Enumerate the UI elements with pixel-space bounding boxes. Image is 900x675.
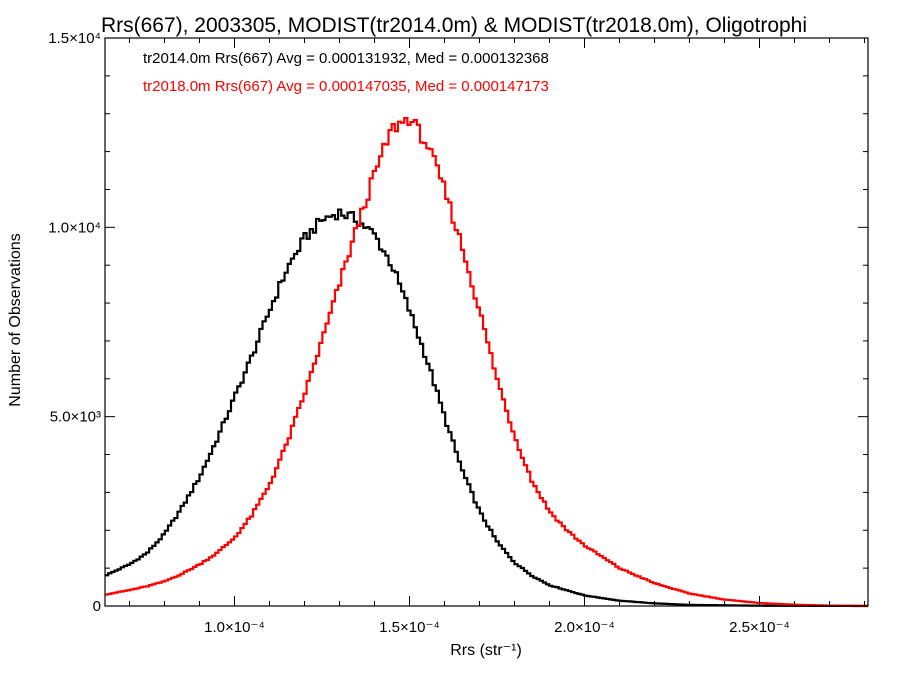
legend-entry-tr2018: tr2018.0m Rrs(667) Avg = 0.000147035, Me… bbox=[143, 78, 549, 95]
histogram-line-tr2018-0m bbox=[105, 117, 869, 607]
y-tick-label: 5.0×10³ bbox=[50, 409, 101, 426]
legend-entry-tr2014: tr2014.0m Rrs(667) Avg = 0.000131932, Me… bbox=[143, 50, 549, 67]
x-tick-label: 1.5×10⁻⁴ bbox=[379, 619, 440, 636]
plot-frame bbox=[104, 37, 869, 607]
chart-title: Rrs(667), 2003305, MODIST(tr2014.0m) & M… bbox=[101, 14, 807, 37]
x-axis-label: Rrs (str⁻¹) bbox=[450, 642, 522, 659]
y-tick-label: 1.0×10⁴ bbox=[48, 219, 101, 236]
x-tick-label: 2.5×10⁻⁴ bbox=[729, 619, 790, 636]
y-tick-label: 0 bbox=[93, 598, 101, 615]
y-axis-label: Number of Observations bbox=[7, 233, 24, 406]
x-tick-label: 1.0×10⁻⁴ bbox=[204, 619, 265, 636]
x-tick-label: 2.0×10⁻⁴ bbox=[554, 619, 615, 636]
y-tick-label: 1.5×10⁴ bbox=[48, 30, 101, 47]
axes: 1.0×10⁻⁴ 1.5×10⁻⁴ 2.0×10⁻⁴ 2.5×10⁻⁴ 0 5.0×10³… bbox=[48, 30, 869, 636]
